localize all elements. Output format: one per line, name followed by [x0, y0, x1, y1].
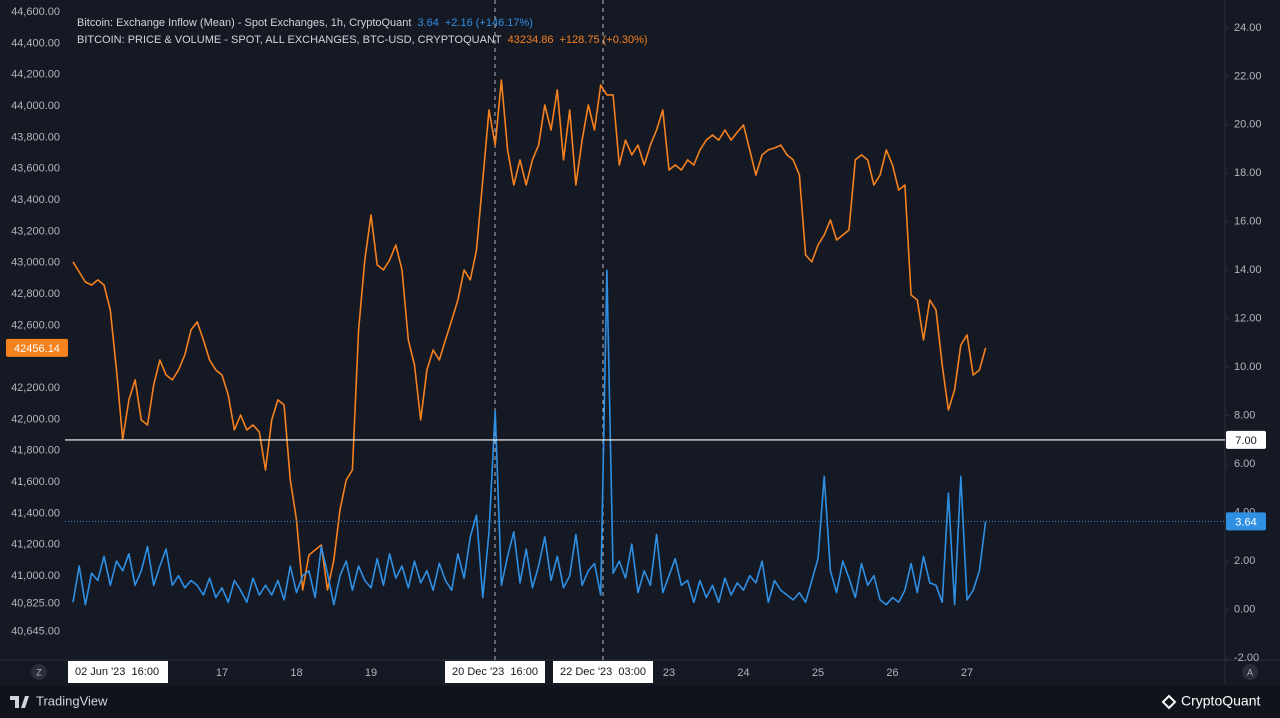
y-tick-label: 41,000.00	[11, 570, 60, 582]
y-tick-label: 42,000.00	[11, 413, 60, 425]
price-tag	[6, 338, 68, 357]
y2-tick-label: 0.00	[1234, 603, 1255, 615]
series-line	[72, 79, 987, 591]
legend-change: +128.75 (+0.30%)	[560, 34, 648, 46]
legend-value: 43234.86	[508, 34, 554, 46]
y-tick-label: 41,800.00	[11, 445, 60, 457]
button-bg[interactable]	[31, 664, 47, 680]
footer-bar	[0, 686, 1280, 718]
plot-layer: 44,600.00 44,400.00 44,200.00 44,000.00 43,8…	[11, 6, 1261, 679]
legend-row: BITCOIN: PRICE & VOLUME - SPOT, ALL EXCH…	[77, 34, 648, 46]
y-tick-label: 42,600.00	[11, 319, 60, 331]
tradingview-logo[interactable]: TradingView	[10, 693, 108, 708]
y2-tick-label: 10.00	[1234, 361, 1262, 373]
y2-tick-label: -2.00	[1234, 652, 1259, 664]
y2-tick-label: 18.00	[1234, 167, 1262, 179]
zoom-button[interactable]: Z	[31, 664, 47, 680]
crosshair-label-box	[68, 661, 168, 683]
y-tick-label: 40,645.00	[11, 626, 60, 638]
x-tick-label: 24	[737, 667, 749, 679]
y-tick-label: 43,800.00	[11, 131, 60, 143]
y-tick-label: 43,600.00	[11, 163, 60, 175]
y-tick-label: 41,600.00	[11, 476, 60, 488]
crosshair-label: 02 Jun '23 16:00	[75, 666, 159, 678]
y-tick-label: 42,200.00	[11, 382, 60, 394]
y-tick-label: 44,200.00	[11, 69, 60, 81]
crosshair-label-box	[553, 661, 653, 683]
crosshair-label: 20 Dec '23 16:00	[452, 666, 538, 678]
price-tag-label: 7.00	[1235, 435, 1256, 447]
price-tag-label: 42456.14	[14, 343, 60, 355]
crosshair-label: 22 Dec '23 03:00	[560, 666, 646, 678]
series-line	[72, 269, 987, 606]
y2-tick-label: 16.00	[1234, 216, 1262, 228]
y-tick-label: 44,000.00	[11, 100, 60, 112]
y2-tick-label: 2.00	[1234, 555, 1255, 567]
logo-icon[interactable]	[10, 696, 29, 708]
button-label[interactable]: Z	[36, 667, 42, 677]
footer-right: CryptoQuant	[1181, 693, 1260, 709]
y-tick-label: 43,200.00	[11, 225, 60, 237]
y2-tick-label: 22.00	[1234, 70, 1262, 82]
x-tick-label: 26	[886, 667, 898, 679]
price-tag-label: 3.64	[1235, 516, 1256, 528]
price-tag	[1226, 512, 1266, 531]
legend-row: Bitcoin: Exchange Inflow (Mean) - Spot E…	[77, 17, 533, 29]
button-label[interactable]: A	[1247, 667, 1253, 677]
y2-tick-label: 8.00	[1234, 410, 1255, 422]
y2-tick-label: 12.00	[1234, 313, 1262, 325]
cryptoquant-logo: CryptoQuant	[1161, 693, 1260, 710]
legend-title: Bitcoin: Exchange Inflow (Mean) - Spot E…	[77, 17, 411, 29]
auto-button[interactable]: A	[1242, 664, 1258, 680]
y-tick-label: 44,400.00	[11, 37, 60, 49]
footer-left[interactable]: TradingView	[36, 693, 108, 708]
y-tick-label: 41,200.00	[11, 539, 60, 551]
y2-tick-label: 20.00	[1234, 119, 1262, 131]
legend-title: BITCOIN: PRICE & VOLUME - SPOT, ALL EXCH…	[77, 34, 502, 46]
price-tag	[1226, 430, 1266, 449]
y2-tick-label: 24.00	[1234, 22, 1262, 34]
legend-change: +2.16 (+146.17%)	[445, 17, 533, 29]
x-tick-label: 23	[663, 667, 675, 679]
y-tick-label: 44,600.00	[11, 6, 60, 18]
y2-tick-label: 6.00	[1234, 458, 1255, 470]
y-tick-label: 43,000.00	[11, 257, 60, 269]
y2-tick-label: 14.00	[1234, 264, 1262, 276]
x-tick-label: 17	[216, 667, 228, 679]
x-tick-label: 25	[812, 667, 824, 679]
y-tick-label: 41,400.00	[11, 507, 60, 519]
y-tick-label: 42,800.00	[11, 288, 60, 300]
x-tick-label: 19	[365, 667, 377, 679]
legend-value: 3.64	[417, 17, 438, 29]
button-bg[interactable]	[1242, 664, 1258, 680]
y-tick-label: 40,825.00	[11, 597, 60, 609]
x-tick-label: 27	[961, 667, 973, 679]
crosshair-label-box	[445, 661, 545, 683]
logo-icon	[1161, 694, 1177, 710]
x-tick-label: 18	[290, 667, 302, 679]
y-tick-label: 43,400.00	[11, 194, 60, 206]
